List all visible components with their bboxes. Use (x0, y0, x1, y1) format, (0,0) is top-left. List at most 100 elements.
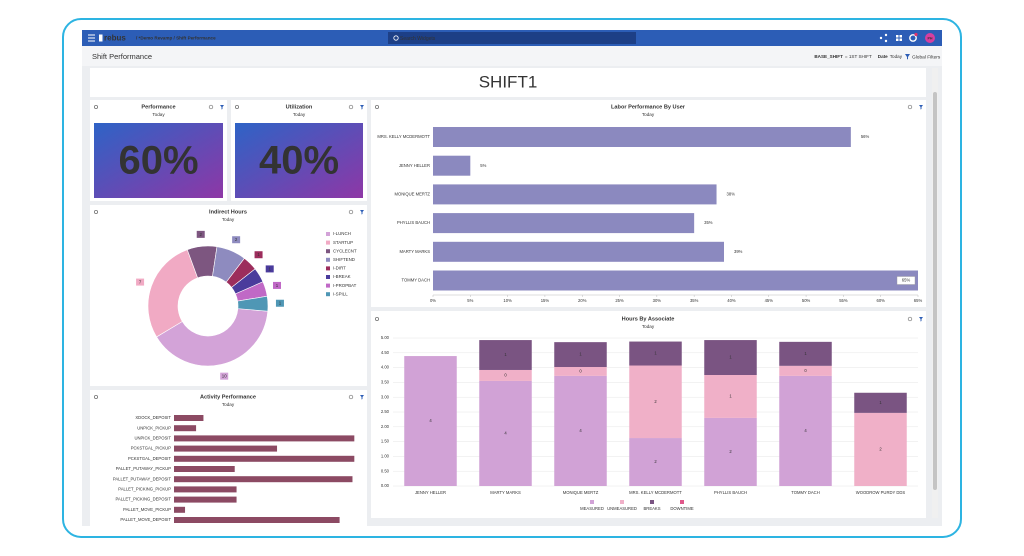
y-tick-label: PCKSTGAL_PICKUP (131, 446, 171, 451)
panel-settings[interactable] (374, 105, 379, 110)
y-tick-label: PHYLLIS BAUCH (397, 220, 430, 225)
value-label: 39% (734, 249, 743, 254)
legend-swatch (680, 500, 684, 504)
menu-icon[interactable] (88, 34, 95, 42)
filter-icon[interactable] (919, 317, 923, 322)
bar (174, 455, 355, 462)
legend-swatch (620, 500, 624, 504)
panel-title: Performance (141, 104, 175, 110)
settings-icon[interactable] (909, 34, 917, 42)
segment-label: 1 (579, 352, 582, 357)
value-label: 38% (727, 192, 736, 197)
slice-label-bg (275, 299, 284, 307)
segment-label: 1 (729, 355, 732, 360)
slice-label: 1 (268, 266, 271, 271)
value-label: 35% (704, 220, 713, 225)
segment-label: 1 (729, 394, 732, 399)
x-tick-label: MRS. KELLY MCDERMOTT (629, 490, 682, 495)
bar-segment (629, 438, 682, 486)
refresh-icon[interactable] (348, 394, 354, 400)
slice-label-bg (196, 230, 205, 238)
bar-segment (404, 356, 457, 486)
y-tick-label: PALLET_PICKING_DEPOSIT (115, 497, 171, 502)
legend-label: STARTUP (333, 240, 353, 245)
filter-icon[interactable] (220, 105, 224, 110)
grid-cell (896, 38, 899, 41)
bar (433, 184, 717, 205)
x-tick-label: WOODROW PURDY DDS (856, 490, 906, 495)
y-tick-label: TOMMY DACH (402, 278, 430, 283)
segment-label: 1 (879, 400, 882, 405)
panel-settings[interactable] (94, 209, 99, 214)
refresh-icon[interactable] (208, 104, 214, 110)
y-tick-label: 2.00 (381, 424, 390, 429)
legend-swatch (326, 249, 330, 254)
refresh-icon[interactable] (907, 104, 913, 110)
bar (174, 506, 186, 513)
bar (174, 415, 204, 421)
legend-label: I-DIRT (333, 266, 346, 271)
bar (433, 270, 918, 291)
filter-value: = 1ST SHIFT (845, 54, 872, 59)
kpi-tile (235, 123, 363, 198)
scrollbar-thumb[interactable] (933, 92, 937, 490)
legend-swatch (326, 292, 330, 297)
refresh-icon[interactable] (348, 209, 354, 215)
value-label: 56% (861, 134, 870, 139)
panel-settings[interactable] (94, 105, 99, 110)
legend-label: I-BREAK (333, 274, 351, 279)
x-tick-label: 5% (467, 298, 473, 303)
slice-label: 7 (139, 280, 142, 285)
grid-icon[interactable] (896, 35, 902, 41)
x-tick-label: 50% (802, 298, 811, 303)
legend-swatch (326, 266, 330, 271)
slice-label-bg (136, 278, 145, 286)
x-tick-label: 35% (690, 298, 699, 303)
refresh-icon[interactable] (907, 316, 913, 322)
legend-label: BREAKS (644, 506, 661, 511)
bar (174, 517, 340, 523)
bar-segment (704, 375, 757, 418)
panel-settings[interactable] (94, 394, 99, 399)
legend-label: MEASURED (580, 506, 604, 511)
bar (174, 486, 237, 493)
refresh-icon[interactable] (348, 104, 354, 110)
kpi-value: 60% (118, 139, 198, 183)
value-label-bg (896, 276, 916, 285)
legend-swatch (326, 257, 330, 262)
panel-subtitle: Today (642, 324, 655, 329)
share-icon[interactable] (879, 33, 888, 43)
segment-label: 2 (654, 459, 657, 464)
slice-label: 10 (222, 374, 227, 379)
legend-label: CYCLECNT (333, 248, 357, 253)
x-tick-label: 0% (430, 298, 436, 303)
filter-icon[interactable] (360, 395, 364, 400)
legend-label: I-SPILL (333, 291, 348, 296)
slice-label-bg (232, 236, 241, 244)
grid-cell (899, 38, 902, 41)
filter-icon[interactable] (360, 210, 364, 215)
panel-settings[interactable] (374, 316, 379, 321)
y-tick-label: PALLET_PUTAWAY_PICKUP (116, 466, 172, 471)
donut-slice (237, 295, 269, 312)
search-box[interactable] (388, 32, 636, 44)
segment-label: 1 (504, 352, 507, 357)
avatar-initials: PH (928, 36, 933, 40)
search-placeholder: Search Widgets (400, 36, 436, 42)
bar-segment (554, 342, 607, 368)
bar-segment (554, 367, 607, 376)
panel-title: Labor Performance By User (611, 104, 686, 110)
filter-icon[interactable] (919, 105, 923, 110)
bar-segment (704, 340, 757, 375)
panel-settings[interactable] (234, 105, 239, 110)
bar-segment (779, 375, 832, 486)
avatar[interactable] (925, 33, 935, 43)
filter-icon[interactable] (360, 105, 364, 110)
kpi-tile (94, 123, 223, 198)
filter-icon (905, 54, 910, 60)
y-tick-label: MARTY MARKS (399, 249, 430, 254)
x-tick-label: PHYLLIS BAUCH (714, 490, 747, 495)
value-label: 5% (480, 163, 486, 168)
x-tick-label: 15% (541, 298, 550, 303)
